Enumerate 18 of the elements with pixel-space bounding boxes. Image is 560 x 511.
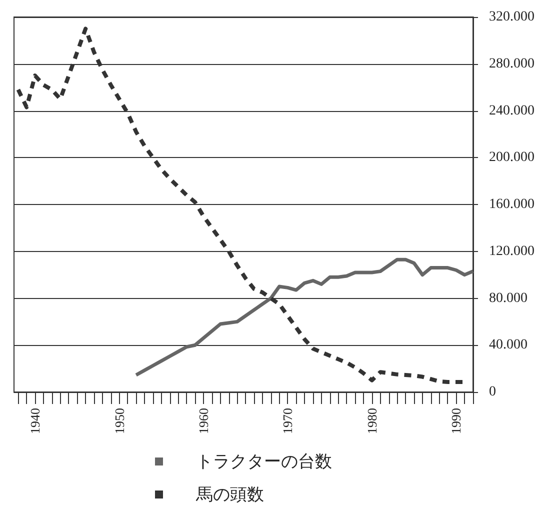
line-series — [134, 258, 475, 377]
y-tick-label: 120.000 — [489, 244, 534, 259]
y-tick-label: 40.000 — [489, 338, 528, 353]
x-tick-label: 1970 — [280, 408, 296, 434]
y-tick-label: 0 — [489, 384, 496, 400]
x-tick-label: 1940 — [28, 408, 43, 434]
y-tick-label: 80.000 — [489, 290, 528, 306]
y-tick-label: 240.000 — [489, 103, 534, 118]
x-tick-label: 1990 — [448, 408, 464, 434]
y-tick-label: 160.000 — [489, 197, 534, 212]
legend-label: トラクターの台数 — [196, 452, 332, 471]
x-tick-label: 1960 — [196, 408, 211, 434]
y-tick-label: 200.000 — [489, 150, 534, 166]
legend-label: 馬の頭数 — [195, 485, 264, 504]
y-tick-label: 320.000 — [489, 10, 534, 24]
x-tick-label: 1950 — [112, 408, 127, 434]
y-tick-label: 280.000 — [489, 56, 534, 72]
x-tick-label: 1980 — [364, 408, 380, 434]
